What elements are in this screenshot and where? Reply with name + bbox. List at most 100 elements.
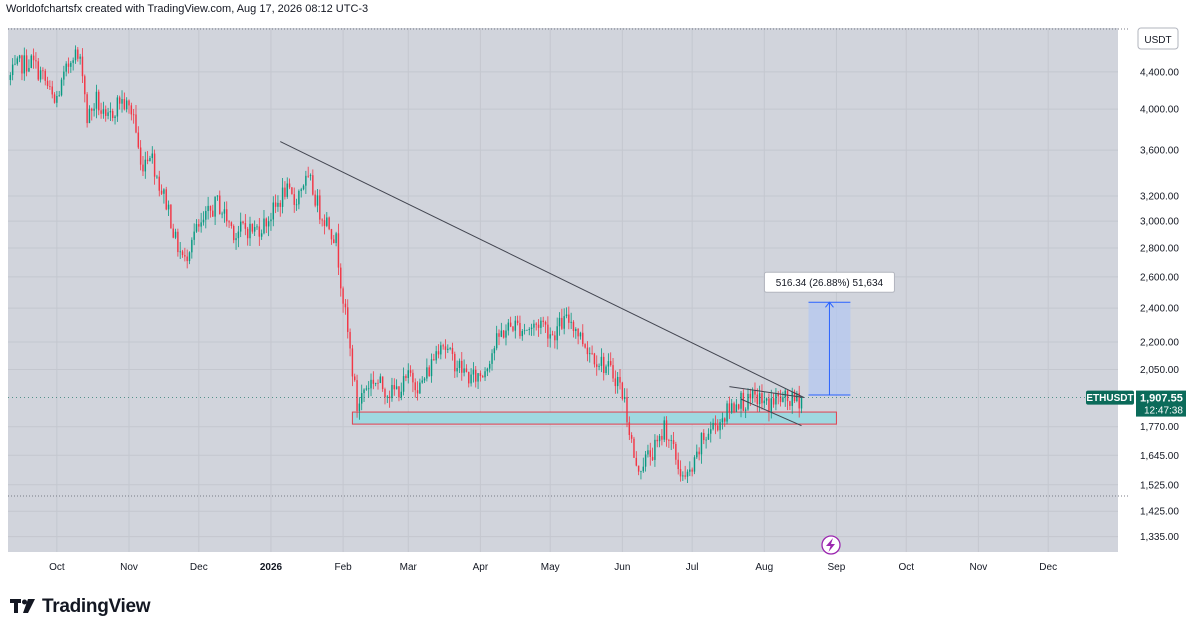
tradingview-logo[interactable]: TradingView [10, 596, 151, 618]
candle-body [146, 159, 149, 162]
lightning-icon[interactable] [821, 535, 841, 555]
candle-body [547, 324, 549, 339]
currency-badge[interactable]: USDT [1137, 27, 1179, 50]
candle-body [642, 466, 645, 472]
candle-body [740, 392, 742, 409]
candle-body [596, 364, 598, 367]
candle-body [326, 217, 328, 226]
x-tick-label: May [541, 562, 560, 573]
candle-body [381, 376, 384, 390]
candle-body [735, 404, 738, 412]
candle-body [284, 187, 286, 197]
candle-body [340, 267, 342, 289]
candle-body [365, 388, 368, 390]
candle-body [272, 202, 275, 220]
candle-body [672, 440, 675, 444]
candle-body [461, 360, 463, 373]
candle-body [74, 49, 77, 61]
price-axis[interactable]: 4,400.00 4,000.00 3,600.00 3,200.00 3,000.00… [1140, 67, 1179, 543]
candle-body [98, 91, 100, 111]
candle-body [114, 116, 116, 118]
candle-body [349, 331, 351, 349]
candle-body [472, 369, 475, 375]
candle-body [316, 195, 319, 206]
time-axis[interactable]: Oct Nov Dec 2026 Feb Mar Apr May Jun Jul Aug Sep Oct… [49, 562, 1057, 573]
y-tick-label: 4,400.00 [1140, 67, 1179, 78]
candle-body [370, 379, 372, 389]
candle-body [77, 49, 79, 59]
candle-body [419, 382, 421, 394]
candle-body [123, 99, 126, 110]
y-tick-label: 3,200.00 [1140, 192, 1179, 203]
candle-body [32, 55, 35, 61]
candle-body [398, 386, 400, 398]
candle-body [521, 331, 523, 337]
x-tick-label: Mar [400, 562, 418, 573]
candle-body [333, 239, 335, 244]
candle-body [23, 55, 26, 74]
candle-body [93, 108, 95, 111]
tradingview-logo-icon [10, 599, 35, 613]
x-tick-label: Aug [755, 562, 773, 573]
candle-body [526, 329, 528, 331]
candle-body [56, 95, 58, 103]
last-price-marker: ETHUSDT 1,907.55 12:47:38 [1086, 390, 1186, 417]
candle-body [91, 108, 93, 111]
candle-body [79, 56, 81, 59]
x-tick-label: Nov [120, 562, 138, 573]
candle-body [137, 132, 140, 148]
candle-body [684, 475, 686, 477]
candle-body [139, 147, 142, 165]
candle-body [516, 320, 519, 323]
candle-body [295, 204, 298, 206]
candle-body [9, 75, 12, 80]
candle-body [691, 469, 693, 472]
candle-body [151, 153, 153, 159]
candle-body [714, 422, 717, 426]
candle-body [221, 213, 223, 215]
candle-body [728, 403, 731, 413]
wedge-upper-line[interactable] [729, 386, 804, 398]
candle-body [202, 219, 205, 223]
candle-body [165, 189, 167, 210]
x-tick-label: Oct [49, 562, 65, 573]
wedge-lower-line[interactable] [740, 398, 802, 427]
demand-zone[interactable] [351, 411, 837, 425]
candle-body [540, 320, 542, 328]
candle-body [267, 221, 270, 227]
candle-body [679, 469, 682, 477]
candle-body [505, 330, 507, 338]
candle-body [153, 153, 156, 177]
x-tick-label: Dec [190, 562, 208, 573]
candle-body [412, 372, 414, 383]
candle-body [379, 376, 382, 383]
candle-body [342, 288, 344, 304]
candle-body [661, 435, 663, 440]
candle-body [172, 228, 174, 238]
candle-body [246, 228, 249, 239]
candle-body [179, 251, 181, 253]
candle-body [125, 100, 128, 110]
candle-body [279, 202, 281, 207]
candle-body [607, 361, 610, 367]
descending-trendline[interactable] [280, 141, 805, 398]
candle-body [721, 418, 724, 423]
candle-body [749, 393, 752, 399]
candle-body [402, 376, 405, 392]
candle-body [377, 382, 379, 384]
candle-body [703, 432, 705, 441]
x-tick-label: Nov [969, 562, 987, 573]
candle-body [724, 418, 726, 422]
candle-body [265, 218, 268, 227]
candle-body [35, 60, 37, 62]
candle-body [270, 219, 272, 222]
candle-body [142, 164, 144, 172]
candle-body [109, 111, 112, 113]
candle-body [374, 382, 377, 384]
y-tick-label: 1,335.00 [1140, 532, 1179, 543]
candle-body [14, 63, 16, 65]
candle-body [577, 329, 579, 337]
candle-body [414, 382, 416, 391]
candle-body [30, 55, 32, 68]
